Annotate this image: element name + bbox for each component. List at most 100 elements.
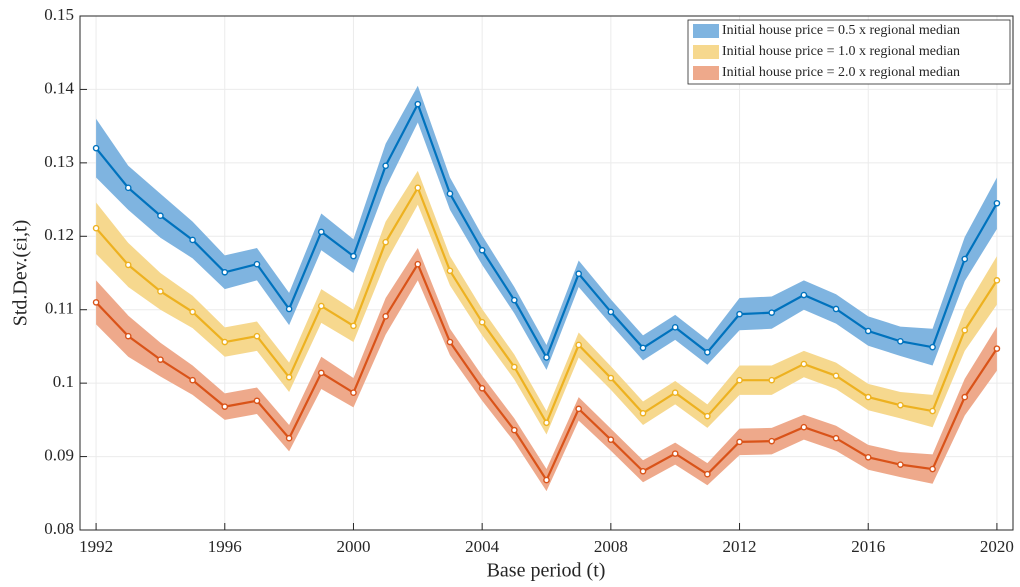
confidence-band: [96, 85, 997, 370]
data-point: [832, 305, 840, 313]
data-point: [929, 407, 936, 415]
data-point: [317, 302, 325, 310]
data-point: [864, 393, 872, 401]
data-point: [736, 376, 743, 384]
data-point: [639, 467, 647, 475]
data-point: [511, 363, 518, 371]
data-point: [92, 299, 100, 306]
data-point: [221, 268, 229, 276]
data-point: [317, 369, 325, 377]
data-point: [736, 310, 743, 318]
data-point: [285, 373, 293, 381]
y-tick-label: 0.1: [53, 372, 74, 391]
data-point: [575, 270, 582, 278]
data-point: [832, 372, 840, 380]
data-point: [382, 313, 389, 320]
x-tick-label: 2016: [851, 537, 885, 556]
data-point: [92, 144, 100, 152]
data-point: [671, 389, 679, 396]
data-point: [543, 354, 550, 361]
legend-swatch: [693, 45, 719, 59]
data-point: [189, 376, 196, 384]
data-point: [704, 412, 711, 420]
y-tick-label: 0.13: [44, 152, 74, 171]
data-point: [897, 401, 904, 409]
data-point: [639, 344, 647, 352]
data-point: [704, 470, 711, 478]
data-point: [478, 384, 486, 392]
data-point: [511, 426, 518, 434]
legend-label: Initial house price = 0.5 x regional med…: [722, 23, 960, 38]
data-point: [993, 199, 1001, 207]
data-point: [768, 309, 776, 316]
legend-box: [687, 19, 1011, 85]
data-point: [446, 190, 454, 197]
data-point: [511, 296, 518, 304]
data-point: [382, 162, 389, 170]
data-point: [446, 338, 454, 346]
confidence-band: [96, 170, 997, 435]
data-point: [478, 318, 486, 326]
data-point: [736, 438, 743, 446]
data-point: [993, 345, 1001, 352]
data-point: [350, 389, 357, 396]
data-point: [414, 100, 422, 108]
data-point: [929, 343, 936, 351]
data-point: [317, 228, 325, 236]
x-tick-label: 2012: [723, 537, 757, 556]
data-point: [543, 419, 550, 427]
data-point: [350, 322, 357, 330]
data-point: [800, 360, 808, 368]
data-point: [671, 324, 679, 331]
data-point: [993, 277, 1001, 284]
x-tick-label: 2000: [336, 537, 370, 556]
y-tick-label: 0.12: [44, 225, 74, 244]
data-point: [768, 437, 776, 445]
data-point: [800, 423, 808, 431]
legend-swatch: [693, 24, 719, 38]
y-tick-label: 0.09: [44, 445, 74, 464]
legend-label: Initial house price = 1.0 x regional med…: [722, 44, 960, 59]
data-point: [253, 397, 261, 405]
y-tick-label: 0.14: [44, 78, 74, 97]
data-point: [157, 288, 164, 295]
data-point: [253, 332, 261, 340]
data-point: [607, 436, 615, 443]
axes-frame: [79, 15, 1014, 531]
data-point: [575, 405, 582, 413]
data-point: [221, 403, 229, 410]
data-point: [446, 267, 454, 275]
data-point: [897, 461, 904, 468]
y-tick-label: 0.11: [45, 299, 74, 318]
data-point: [382, 238, 389, 246]
data-point: [961, 393, 969, 401]
data-point: [832, 434, 840, 442]
data-point: [92, 224, 100, 232]
data-point: [639, 409, 647, 417]
data-point: [285, 434, 293, 442]
data-point: [414, 260, 422, 268]
data-point: [864, 327, 872, 335]
data-point: [800, 291, 808, 299]
x-tick-label: 2004: [465, 537, 500, 556]
data-point: [607, 308, 615, 316]
legend-label: Initial house price = 2.0 x regional med…: [722, 65, 960, 80]
y-tick-label: 0.15: [44, 5, 74, 24]
data-point: [961, 326, 969, 334]
data-point: [768, 376, 776, 384]
x-tick-label: 2020: [980, 537, 1014, 556]
data-point: [285, 305, 293, 313]
y-axis-label: Std.Dev.(εi,t): [10, 220, 32, 327]
data-point: [350, 252, 357, 260]
data-point: [704, 349, 711, 356]
data-point: [543, 476, 550, 484]
confidence-band: [96, 248, 997, 492]
data-point: [221, 338, 229, 346]
data-point: [414, 184, 422, 192]
data-point: [575, 341, 582, 349]
data-point: [929, 465, 936, 473]
x-tick-label: 2008: [594, 537, 628, 556]
data-point: [189, 308, 196, 316]
data-point: [189, 236, 196, 244]
